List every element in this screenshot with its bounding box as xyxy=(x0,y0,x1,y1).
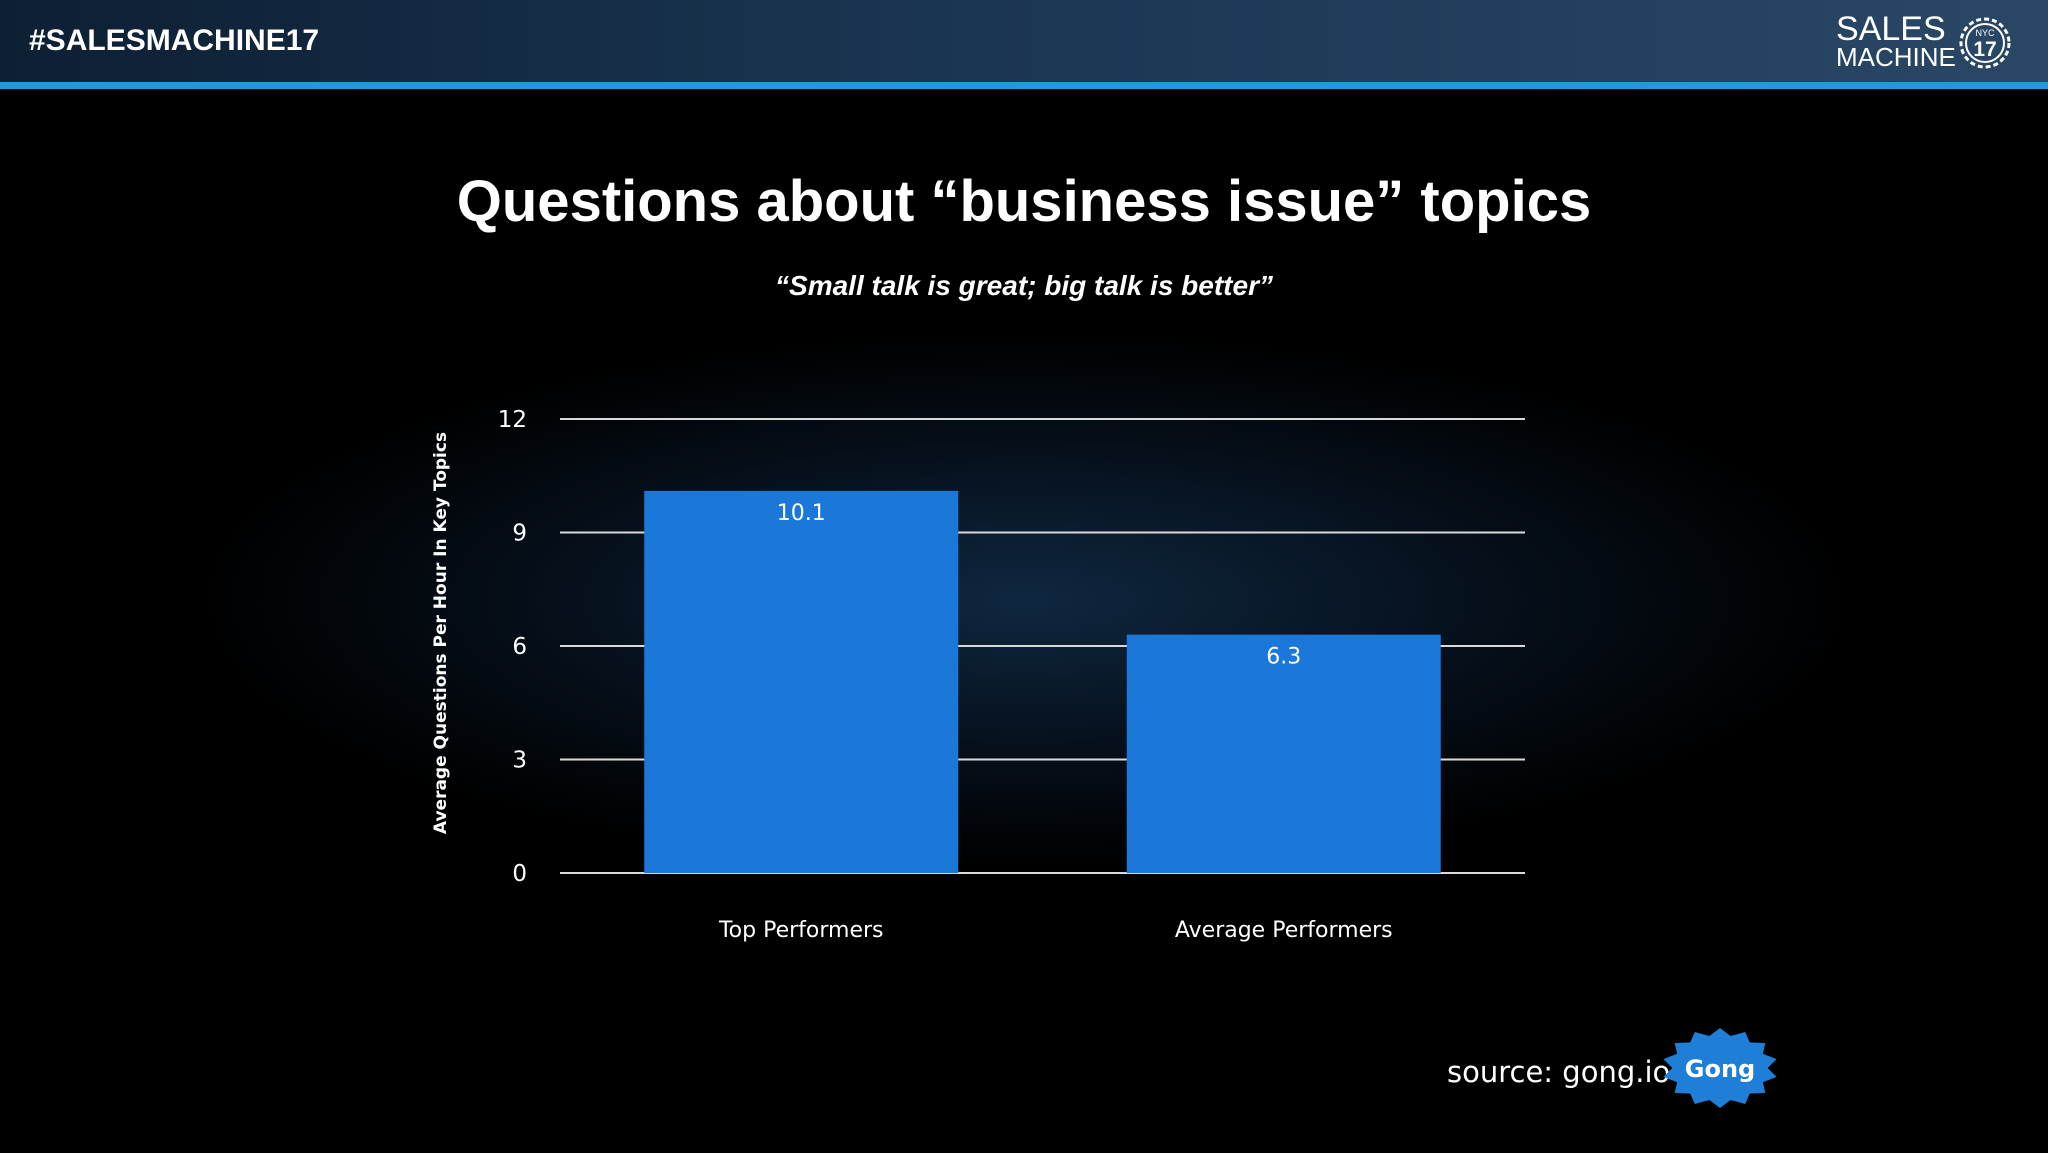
bar-average-performers xyxy=(1126,634,1441,873)
slide-title: Questions about “business issue” topics xyxy=(456,169,1592,234)
logo-badge-number: 17 xyxy=(1973,38,1996,61)
gong-logo: Gong xyxy=(1663,1028,1777,1108)
y-tick-label: 12 xyxy=(498,407,527,433)
logo-word-sales: SALES xyxy=(1836,10,1946,48)
y-tick-label: 6 xyxy=(512,634,527,660)
gong-logo-text: Gong xyxy=(1685,1055,1755,1083)
source-citation: source: gong.io xyxy=(1447,1055,1671,1089)
bar-data-label: 6.3 xyxy=(1266,645,1301,670)
chart-background-glow xyxy=(215,340,1835,860)
y-tick-label: 0 xyxy=(512,861,527,887)
y-tick-label: 3 xyxy=(512,748,527,774)
bar-top-performers xyxy=(644,490,959,873)
gong-burst-icon xyxy=(1663,1028,1777,1108)
header-bar xyxy=(0,0,2048,82)
salesmachine-logo: SALES MACHINE NYC 17 xyxy=(1836,12,2026,72)
slide-subtitle: “Small talk is great; big talk is better… xyxy=(775,270,1273,301)
event-hashtag: #SALESMACHINE17 xyxy=(29,24,320,57)
header-accent-line xyxy=(0,82,2048,89)
bar-data-label: 10.1 xyxy=(777,501,826,526)
y-axis-label: Average Questions Per Hour In Key Topics xyxy=(431,432,451,834)
y-tick-label: 9 xyxy=(512,521,527,547)
nyc17-gear-badge-icon: NYC 17 xyxy=(1959,17,2011,69)
logo-badge-nyc: NYC xyxy=(1975,28,1995,38)
x-category-label: Top Performers xyxy=(718,918,884,943)
logo-word-machine: MACHINE xyxy=(1836,42,1956,72)
x-category-label: Average Performers xyxy=(1175,918,1393,943)
